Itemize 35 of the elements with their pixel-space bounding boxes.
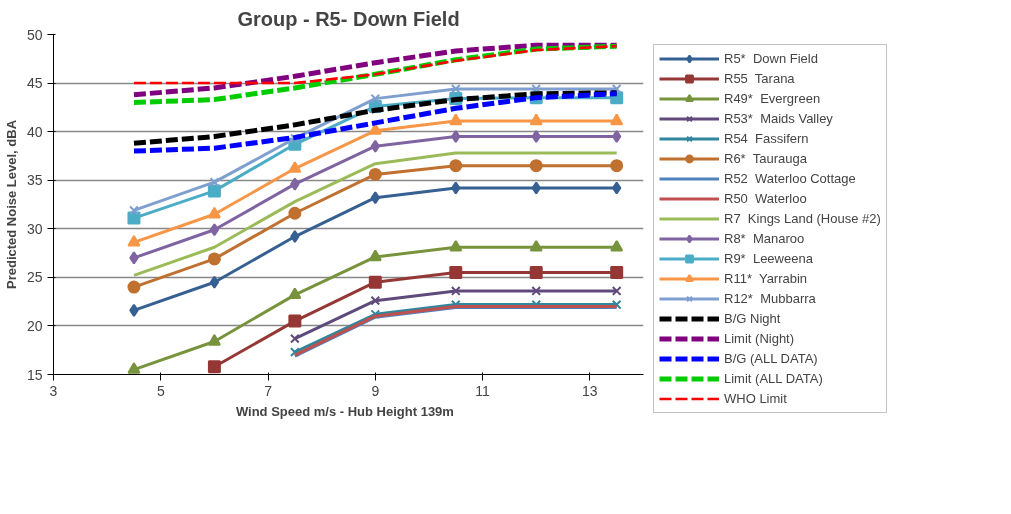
x-tick-label: 5 [156, 382, 165, 399]
legend-label: R12* Mubbarra [724, 290, 816, 307]
legend-label: R52 Waterloo Cottage [724, 170, 856, 187]
y-axis-title: Predicted Noise Level, dBA [3, 119, 19, 290]
legend-label: WHO Limit [724, 390, 787, 407]
chart-title: Group - R5- Down Field [237, 7, 460, 30]
legend-label: R54 Fassifern [724, 130, 809, 147]
x-tick-label: 11 [475, 382, 491, 399]
legend-label: B/G Night [724, 310, 781, 327]
legend-label: Limit (Night) [724, 330, 795, 347]
y-tick-label: 30 [26, 220, 43, 237]
legend-label: R53* Maids Valley [724, 110, 833, 127]
legend-label: R5* Down Field [724, 50, 818, 67]
legend-label: R49* Evergreen [724, 90, 821, 107]
legend-label: R50 Waterloo [724, 190, 807, 207]
y-tick-label: 50 [26, 26, 43, 43]
legend-label: R55 Tarana [724, 70, 795, 87]
x-tick-label: 7 [264, 382, 273, 399]
x-tick-label: 13 [582, 382, 598, 399]
y-tick-label: 35 [26, 172, 43, 189]
x-tick-label: 9 [371, 382, 380, 399]
legend-label: R7 Kings Land (House #2) [724, 210, 881, 227]
x-tick-label: 3 [49, 382, 58, 399]
x-axis-title: Wind Speed m/s - Hub Height 139m [235, 403, 454, 419]
y-tick-label: 40 [26, 123, 43, 140]
y-tick-label: 15 [26, 366, 43, 383]
legend-label: R8* Manaroo [724, 230, 805, 247]
legend-label: B/G (ALL DATA) [724, 350, 818, 367]
y-tick-label: 25 [26, 269, 43, 286]
legend-label: Limit (ALL DATA) [724, 370, 823, 387]
legend-label: R11* Yarrabin [724, 270, 808, 287]
legend-label: R6* Taurauga [724, 150, 807, 167]
y-tick-label: 20 [26, 317, 43, 334]
y-tick-label: 45 [26, 75, 43, 92]
legend-label: R9* Leeweena [724, 250, 813, 267]
